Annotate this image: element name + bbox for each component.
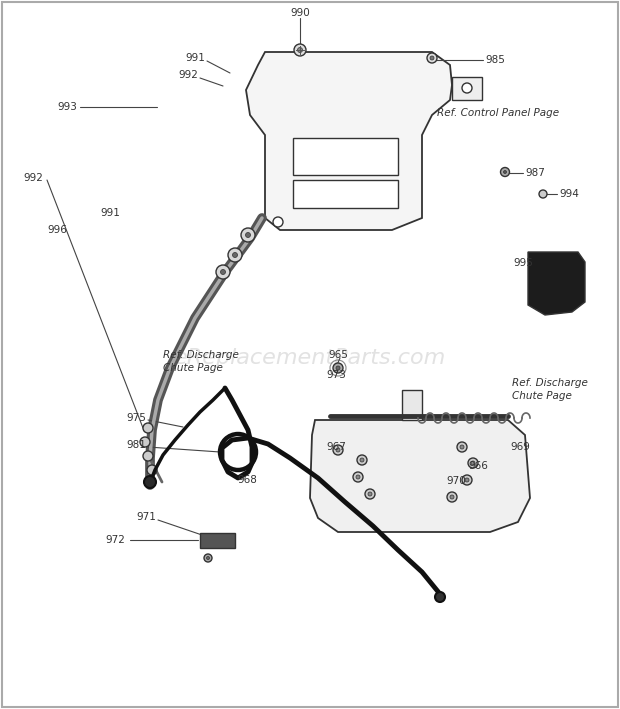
Circle shape [460,445,464,449]
Circle shape [462,475,472,485]
Circle shape [462,83,472,93]
Text: 992: 992 [23,173,43,183]
Circle shape [468,458,478,468]
Circle shape [228,248,242,262]
Circle shape [500,167,510,177]
Text: 969: 969 [510,442,530,452]
Circle shape [336,366,340,370]
Circle shape [353,472,363,482]
Text: 965: 965 [328,350,348,360]
Circle shape [465,478,469,482]
Text: 994: 994 [559,189,579,199]
Circle shape [356,475,360,479]
Text: 968: 968 [237,475,257,485]
Circle shape [147,465,157,475]
Text: 971: 971 [136,512,156,522]
Circle shape [143,451,153,461]
Text: Ref. Discharge: Ref. Discharge [163,350,239,360]
Text: 991: 991 [100,208,120,218]
Circle shape [298,48,303,52]
Circle shape [450,495,454,499]
Circle shape [357,455,367,465]
Circle shape [368,492,372,496]
Text: 987: 987 [525,168,545,178]
Polygon shape [310,420,530,532]
Polygon shape [293,180,398,208]
Polygon shape [200,533,235,548]
Polygon shape [402,390,422,420]
Circle shape [360,458,364,462]
Polygon shape [528,252,585,315]
Circle shape [144,476,156,488]
Circle shape [333,445,343,455]
Circle shape [365,489,375,499]
Text: 975: 975 [126,413,146,423]
Text: 972: 972 [105,535,125,545]
Circle shape [294,44,306,56]
Text: 985: 985 [485,55,505,65]
Circle shape [336,448,340,452]
Circle shape [427,53,437,63]
Circle shape [216,265,230,279]
Circle shape [471,461,475,465]
Text: Ref. Discharge: Ref. Discharge [512,378,588,388]
Circle shape [232,252,237,257]
Circle shape [457,442,467,452]
Text: 996: 996 [47,225,67,235]
Circle shape [333,363,343,373]
Polygon shape [452,77,482,100]
Circle shape [539,190,547,198]
Text: eReplacementParts.com: eReplacementParts.com [174,348,446,368]
Text: 966: 966 [468,461,488,471]
Circle shape [503,170,507,174]
Polygon shape [246,52,452,230]
Text: 990: 990 [290,8,310,18]
Circle shape [273,217,283,227]
Circle shape [246,233,250,238]
Text: 992: 992 [178,70,198,80]
Text: 967: 967 [326,442,346,452]
Circle shape [241,228,255,242]
Circle shape [430,56,434,60]
Text: Chute Page: Chute Page [163,363,223,373]
Text: Chute Page: Chute Page [512,391,572,401]
Text: 973: 973 [326,370,346,380]
Text: 993: 993 [57,102,77,112]
Circle shape [204,554,212,562]
Circle shape [140,437,150,447]
Text: 970: 970 [446,476,466,486]
Circle shape [143,423,153,433]
Polygon shape [293,138,398,175]
Circle shape [206,557,210,559]
Text: 995: 995 [513,258,533,268]
Circle shape [435,592,445,602]
Circle shape [221,269,226,274]
Text: Ref. Control Panel Page: Ref. Control Panel Page [437,108,559,118]
Circle shape [447,492,457,502]
Text: 991: 991 [185,53,205,63]
Text: 981: 981 [126,440,146,450]
